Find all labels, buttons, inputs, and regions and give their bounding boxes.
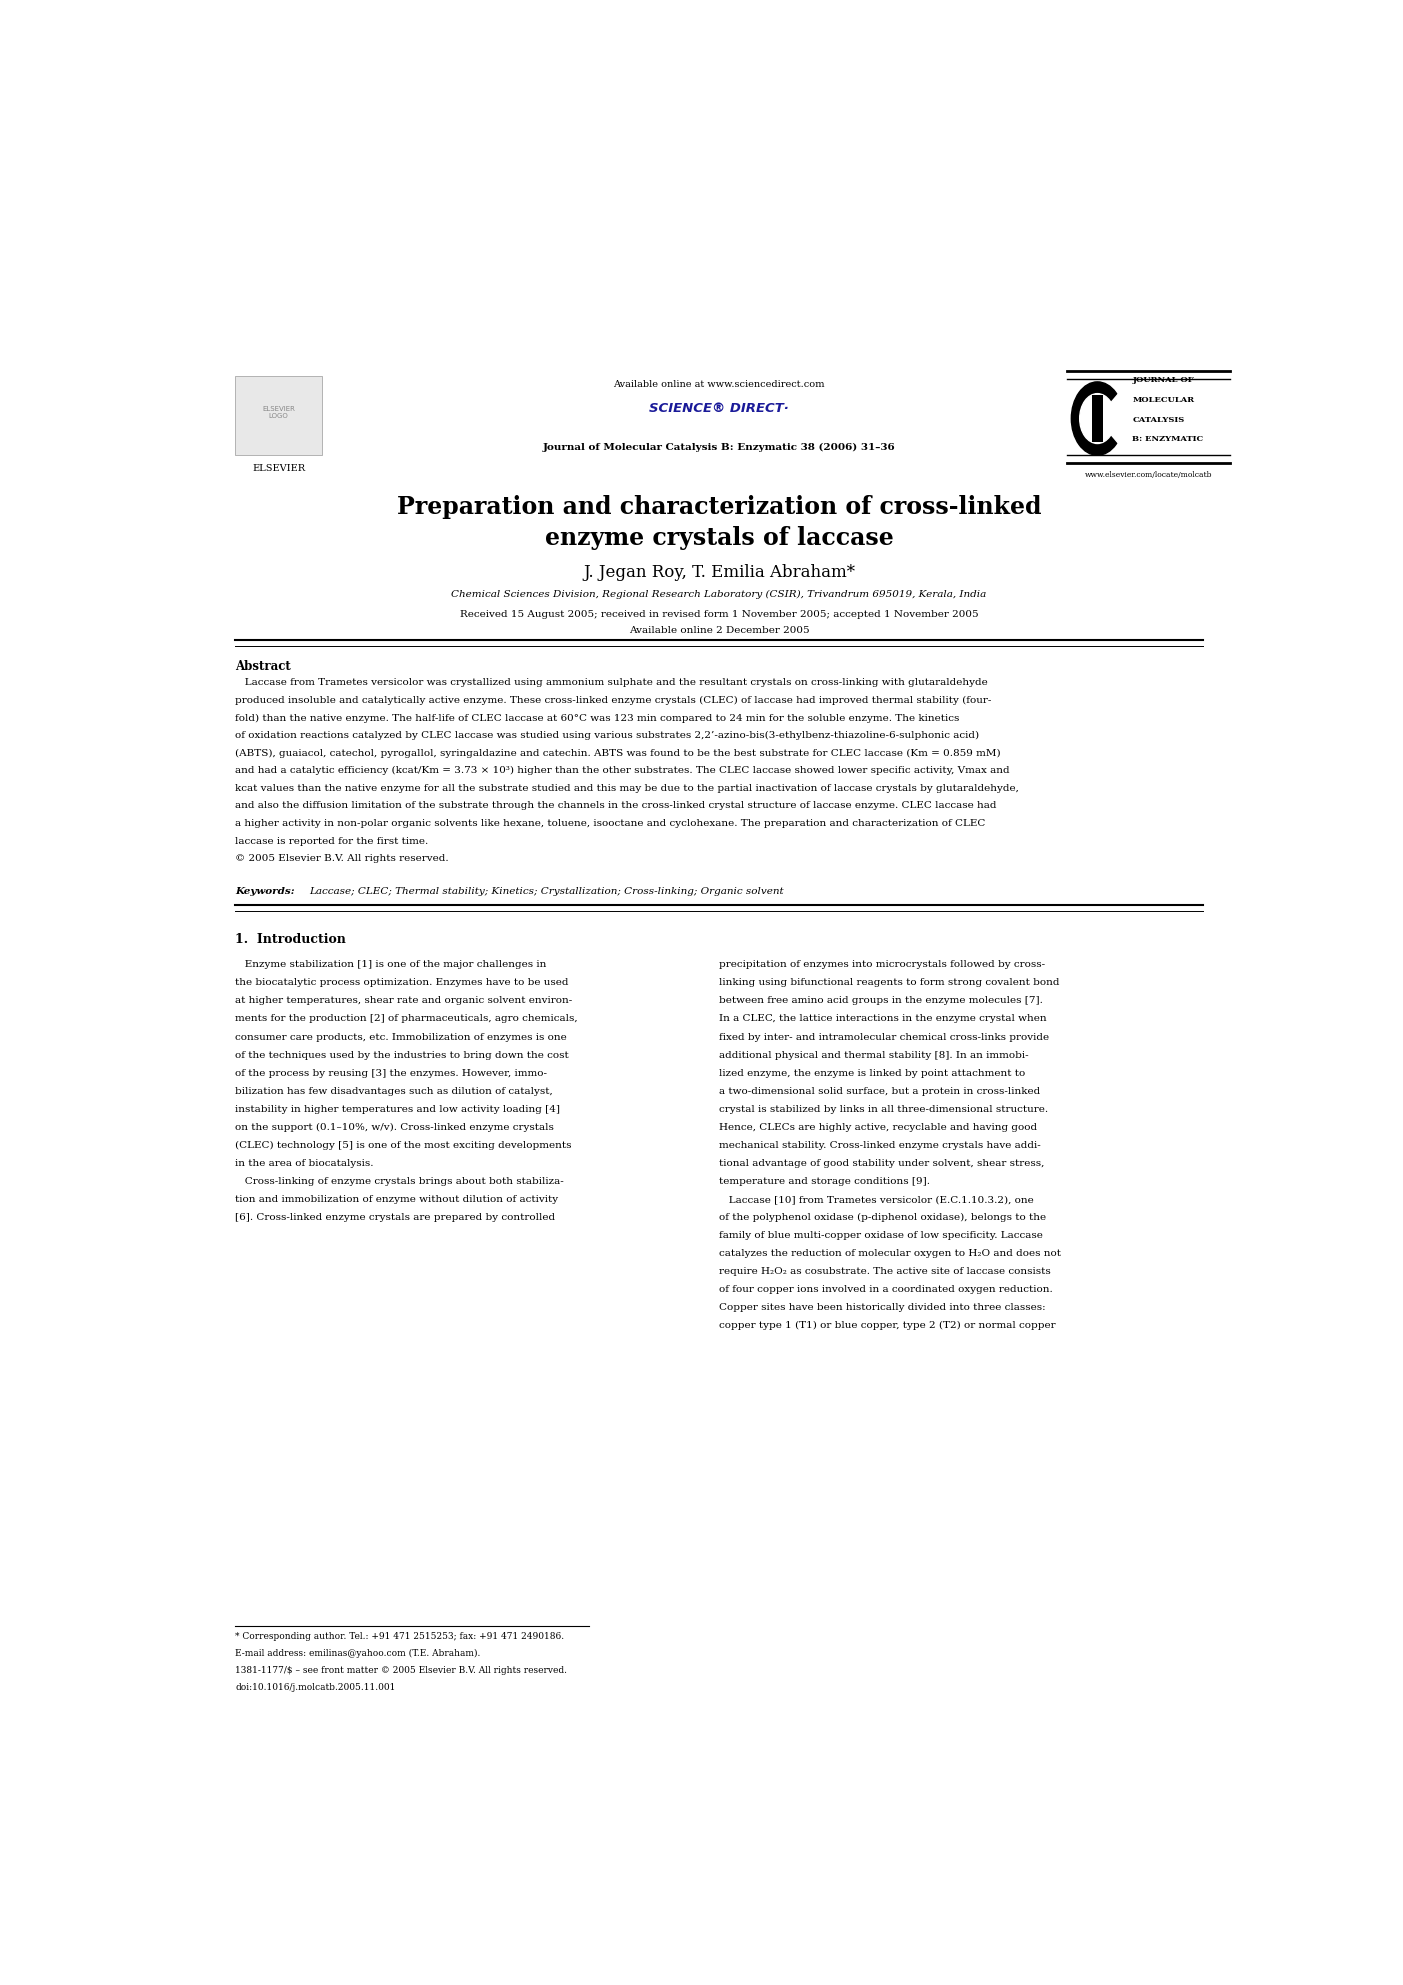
- Text: In a CLEC, the lattice interactions in the enzyme crystal when: In a CLEC, the lattice interactions in t…: [720, 1014, 1047, 1024]
- Text: kcat values than the native enzyme for all the substrate studied and this may be: kcat values than the native enzyme for a…: [236, 784, 1019, 792]
- Text: B: ENZYMATIC: B: ENZYMATIC: [1132, 435, 1204, 443]
- Text: [6]. Cross-linked enzyme crystals are prepared by controlled: [6]. Cross-linked enzyme crystals are pr…: [236, 1213, 556, 1223]
- Text: on the support (0.1–10%, w/v). Cross-linked enzyme crystals: on the support (0.1–10%, w/v). Cross-lin…: [236, 1124, 554, 1131]
- Text: in the area of biocatalysis.: in the area of biocatalysis.: [236, 1159, 373, 1167]
- Text: Abstract: Abstract: [236, 661, 290, 673]
- FancyBboxPatch shape: [236, 375, 323, 455]
- Text: 1381-1177/$ – see front matter © 2005 Elsevier B.V. All rights reserved.: 1381-1177/$ – see front matter © 2005 El…: [236, 1665, 567, 1675]
- Text: Hence, CLECs are highly active, recyclable and having good: Hence, CLECs are highly active, recyclab…: [720, 1124, 1037, 1131]
- Text: Received 15 August 2005; received in revised form 1 November 2005; accepted 1 No: Received 15 August 2005; received in rev…: [460, 609, 978, 619]
- Text: consumer care products, etc. Immobilization of enzymes is one: consumer care products, etc. Immobilizat…: [236, 1032, 567, 1042]
- Text: Journal of Molecular Catalysis B: Enzymatic 38 (2006) 31–36: Journal of Molecular Catalysis B: Enzyma…: [543, 443, 895, 453]
- Text: of oxidation reactions catalyzed by CLEC laccase was studied using various subst: of oxidation reactions catalyzed by CLEC…: [236, 730, 979, 740]
- Text: 1.  Introduction: 1. Introduction: [236, 933, 347, 947]
- Text: at higher temperatures, shear rate and organic solvent environ-: at higher temperatures, shear rate and o…: [236, 996, 572, 1006]
- Text: Cross-linking of enzyme crystals brings about both stabiliza-: Cross-linking of enzyme crystals brings …: [236, 1177, 564, 1185]
- Text: Laccase; CLEC; Thermal stability; Kinetics; Crystallization; Cross-linking; Orga: Laccase; CLEC; Thermal stability; Kineti…: [309, 887, 784, 895]
- Text: linking using bifunctional reagents to form strong covalent bond: linking using bifunctional reagents to f…: [720, 979, 1059, 987]
- FancyBboxPatch shape: [1092, 395, 1103, 443]
- Text: * Corresponding author. Tel.: +91 471 2515253; fax: +91 471 2490186.: * Corresponding author. Tel.: +91 471 25…: [236, 1632, 564, 1642]
- Text: fixed by inter- and intramolecular chemical cross-links provide: fixed by inter- and intramolecular chemi…: [720, 1032, 1049, 1042]
- Text: Available online 2 December 2005: Available online 2 December 2005: [629, 627, 810, 635]
- Text: and had a catalytic efficiency (kcat/Km = 3.73 × 10³) higher than the other subs: and had a catalytic efficiency (kcat/Km …: [236, 766, 1010, 776]
- Text: Available online at www.sciencedirect.com: Available online at www.sciencedirect.co…: [613, 381, 825, 389]
- Text: ELSEVIER: ELSEVIER: [253, 464, 306, 472]
- Text: www.elsevier.com/locate/molcatb: www.elsevier.com/locate/molcatb: [1085, 470, 1212, 478]
- Text: fold) than the native enzyme. The half-life of CLEC laccase at 60°C was 123 min : fold) than the native enzyme. The half-l…: [236, 713, 960, 723]
- Text: family of blue multi-copper oxidase of low specificity. Laccase: family of blue multi-copper oxidase of l…: [720, 1231, 1042, 1241]
- Text: doi:10.1016/j.molcatb.2005.11.001: doi:10.1016/j.molcatb.2005.11.001: [236, 1683, 396, 1691]
- Text: Copper sites have been historically divided into three classes:: Copper sites have been historically divi…: [720, 1302, 1045, 1312]
- Text: of the process by reusing [3] the enzymes. However, immo-: of the process by reusing [3] the enzyme…: [236, 1068, 547, 1078]
- Text: Keywords:: Keywords:: [236, 887, 302, 895]
- Text: the biocatalytic process optimization. Enzymes have to be used: the biocatalytic process optimization. E…: [236, 979, 568, 987]
- Text: between free amino acid groups in the enzyme molecules [7].: between free amino acid groups in the en…: [720, 996, 1042, 1006]
- Text: Preparation and characterization of cross-linked: Preparation and characterization of cros…: [397, 494, 1041, 518]
- Text: a higher activity in non-polar organic solvents like hexane, toluene, isooctane : a higher activity in non-polar organic s…: [236, 820, 985, 828]
- Circle shape: [1072, 381, 1124, 455]
- Text: of four copper ions involved in a coordinated oxygen reduction.: of four copper ions involved in a coordi…: [720, 1284, 1052, 1294]
- Text: SCIENCE® DIRECT·: SCIENCE® DIRECT·: [650, 401, 788, 415]
- Text: ELSEVIER
LOGO: ELSEVIER LOGO: [262, 407, 295, 419]
- Text: © 2005 Elsevier B.V. All rights reserved.: © 2005 Elsevier B.V. All rights reserved…: [236, 854, 449, 863]
- Text: (CLEC) technology [5] is one of the most exciting developments: (CLEC) technology [5] is one of the most…: [236, 1141, 571, 1149]
- Text: enzyme crystals of laccase: enzyme crystals of laccase: [544, 526, 894, 550]
- Text: CATALYSIS: CATALYSIS: [1132, 415, 1184, 423]
- Text: E-mail address: emilinas@yahoo.com (T.E. Abraham).: E-mail address: emilinas@yahoo.com (T.E.…: [236, 1650, 481, 1657]
- Text: Laccase from Trametes versicolor was crystallized using ammonium sulphate and th: Laccase from Trametes versicolor was cry…: [236, 679, 988, 687]
- Text: Chemical Sciences Division, Regional Research Laboratory (CSIR), Trivandrum 6950: Chemical Sciences Division, Regional Res…: [452, 590, 986, 599]
- Circle shape: [1080, 393, 1115, 443]
- Text: Laccase [10] from Trametes versicolor (E.C.1.10.3.2), one: Laccase [10] from Trametes versicolor (E…: [720, 1195, 1034, 1203]
- Text: J. Jegan Roy, T. Emilia Abraham*: J. Jegan Roy, T. Emilia Abraham*: [584, 564, 854, 582]
- Text: temperature and storage conditions [9].: temperature and storage conditions [9].: [720, 1177, 930, 1185]
- Text: tion and immobilization of enzyme without dilution of activity: tion and immobilization of enzyme withou…: [236, 1195, 558, 1203]
- Text: Enzyme stabilization [1] is one of the major challenges in: Enzyme stabilization [1] is one of the m…: [236, 961, 547, 969]
- Text: catalyzes the reduction of molecular oxygen to H₂O and does not: catalyzes the reduction of molecular oxy…: [720, 1249, 1061, 1258]
- Text: and also the diffusion limitation of the substrate through the channels in the c: and also the diffusion limitation of the…: [236, 802, 996, 810]
- Polygon shape: [1097, 393, 1127, 445]
- Text: precipitation of enzymes into microcrystals followed by cross-: precipitation of enzymes into microcryst…: [720, 961, 1045, 969]
- Text: additional physical and thermal stability [8]. In an immobi-: additional physical and thermal stabilit…: [720, 1050, 1028, 1060]
- Text: JOURNAL OF: JOURNAL OF: [1132, 375, 1194, 383]
- Text: laccase is reported for the first time.: laccase is reported for the first time.: [236, 836, 428, 846]
- Text: produced insoluble and catalytically active enzyme. These cross-linked enzyme cr: produced insoluble and catalytically act…: [236, 697, 992, 705]
- Text: require H₂O₂ as cosubstrate. The active site of laccase consists: require H₂O₂ as cosubstrate. The active …: [720, 1266, 1051, 1276]
- Text: lized enzyme, the enzyme is linked by point attachment to: lized enzyme, the enzyme is linked by po…: [720, 1068, 1026, 1078]
- Text: (ABTS), guaiacol, catechol, pyrogallol, syringaldazine and catechin. ABTS was fo: (ABTS), guaiacol, catechol, pyrogallol, …: [236, 748, 1000, 758]
- Text: of the techniques used by the industries to bring down the cost: of the techniques used by the industries…: [236, 1050, 570, 1060]
- Text: a two-dimensional solid surface, but a protein in cross-linked: a two-dimensional solid surface, but a p…: [720, 1086, 1040, 1096]
- Text: bilization has few disadvantages such as dilution of catalyst,: bilization has few disadvantages such as…: [236, 1086, 553, 1096]
- Text: of the polyphenol oxidase (p-diphenol oxidase), belongs to the: of the polyphenol oxidase (p-diphenol ox…: [720, 1213, 1047, 1223]
- Text: copper type 1 (T1) or blue copper, type 2 (T2) or normal copper: copper type 1 (T1) or blue copper, type …: [720, 1322, 1055, 1330]
- Text: crystal is stabilized by links in all three-dimensional structure.: crystal is stabilized by links in all th…: [720, 1106, 1048, 1114]
- Text: tional advantage of good stability under solvent, shear stress,: tional advantage of good stability under…: [720, 1159, 1044, 1167]
- Text: MOLECULAR: MOLECULAR: [1132, 395, 1194, 403]
- Text: instability in higher temperatures and low activity loading [4]: instability in higher temperatures and l…: [236, 1106, 560, 1114]
- Text: ments for the production [2] of pharmaceuticals, agro chemicals,: ments for the production [2] of pharmace…: [236, 1014, 578, 1024]
- Text: mechanical stability. Cross-linked enzyme crystals have addi-: mechanical stability. Cross-linked enzym…: [720, 1141, 1041, 1149]
